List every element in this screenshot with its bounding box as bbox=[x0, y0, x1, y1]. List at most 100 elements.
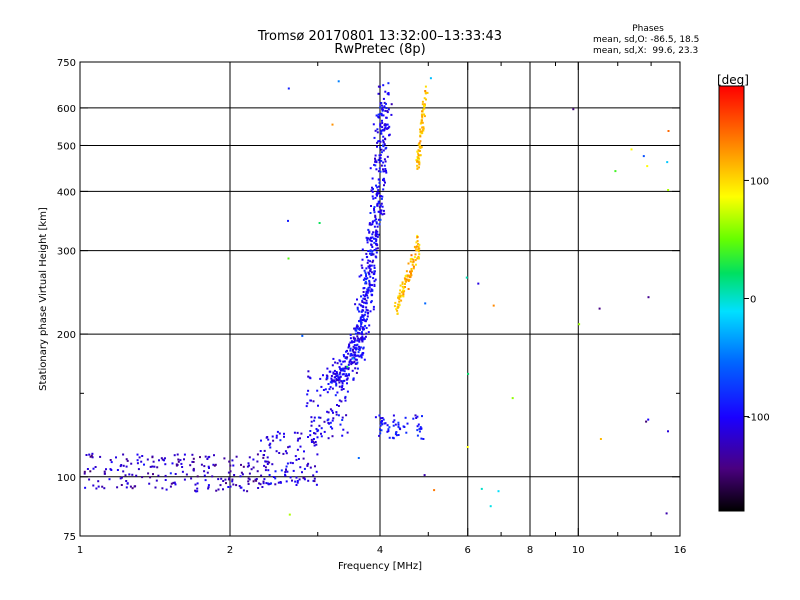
data-point bbox=[377, 233, 380, 236]
data-point bbox=[378, 154, 381, 157]
data-point bbox=[364, 335, 367, 338]
data-point bbox=[395, 434, 398, 437]
data-point bbox=[131, 473, 134, 476]
data-point bbox=[384, 138, 387, 141]
data-point bbox=[141, 455, 144, 457]
data-point bbox=[380, 202, 383, 205]
data-point bbox=[385, 123, 388, 126]
data-point bbox=[345, 350, 347, 353]
data-point bbox=[366, 318, 368, 321]
data-point bbox=[418, 166, 420, 169]
data-point bbox=[347, 352, 350, 355]
data-point bbox=[240, 486, 243, 489]
data-point bbox=[312, 400, 315, 403]
data-point bbox=[196, 487, 199, 490]
data-point bbox=[350, 340, 353, 343]
data-point bbox=[372, 197, 375, 200]
data-point bbox=[343, 370, 346, 373]
data-point bbox=[319, 377, 322, 380]
data-point bbox=[314, 441, 317, 443]
data-point bbox=[296, 439, 299, 442]
data-point bbox=[392, 414, 395, 417]
data-point bbox=[247, 477, 250, 480]
data-point bbox=[397, 305, 400, 308]
data-point bbox=[356, 361, 359, 364]
data-point bbox=[412, 417, 415, 420]
data-point bbox=[88, 453, 91, 456]
data-point bbox=[373, 209, 376, 212]
data-point bbox=[489, 505, 492, 508]
data-point bbox=[409, 260, 412, 263]
x-tick-label: 1 bbox=[77, 545, 83, 556]
data-point bbox=[380, 104, 383, 107]
data-point bbox=[336, 374, 339, 377]
data-point bbox=[252, 466, 255, 469]
data-point bbox=[419, 128, 421, 131]
data-point bbox=[364, 298, 366, 301]
data-point bbox=[309, 430, 312, 432]
data-point bbox=[421, 119, 423, 122]
data-point bbox=[369, 290, 372, 293]
data-point bbox=[331, 364, 334, 367]
data-point bbox=[362, 291, 365, 293]
data-point bbox=[229, 485, 232, 488]
data-point bbox=[174, 483, 177, 486]
data-point bbox=[267, 482, 270, 485]
data-point bbox=[372, 259, 375, 262]
data-point bbox=[254, 478, 257, 481]
data-point bbox=[420, 130, 422, 133]
data-point bbox=[119, 477, 122, 480]
data-point bbox=[125, 458, 128, 461]
data-point bbox=[398, 304, 401, 307]
data-point bbox=[346, 365, 349, 368]
data-point bbox=[306, 464, 309, 467]
data-point bbox=[393, 305, 396, 308]
data-point bbox=[415, 417, 418, 419]
data-point bbox=[177, 458, 180, 461]
data-point bbox=[293, 431, 296, 434]
data-point bbox=[418, 150, 421, 152]
data-point bbox=[374, 159, 377, 162]
data-point bbox=[259, 483, 262, 486]
data-point bbox=[373, 241, 376, 244]
data-point bbox=[116, 486, 119, 489]
data-point bbox=[314, 465, 316, 468]
data-point bbox=[372, 277, 375, 280]
data-point bbox=[94, 466, 97, 468]
data-point bbox=[361, 305, 364, 308]
data-point bbox=[256, 460, 259, 463]
data-point bbox=[401, 285, 404, 288]
data-point bbox=[327, 411, 330, 414]
data-point bbox=[274, 483, 277, 486]
data-point bbox=[338, 385, 341, 388]
data-point bbox=[343, 355, 345, 358]
data-point bbox=[129, 485, 132, 488]
data-point bbox=[386, 110, 389, 113]
data-point bbox=[378, 201, 381, 204]
data-point bbox=[349, 337, 352, 340]
data-point bbox=[412, 258, 415, 261]
data-point bbox=[422, 108, 425, 111]
data-point bbox=[271, 463, 274, 466]
data-point bbox=[192, 457, 195, 460]
data-point bbox=[302, 476, 305, 479]
data-point bbox=[179, 459, 182, 462]
data-point bbox=[407, 288, 410, 290]
data-point bbox=[275, 436, 278, 439]
data-point bbox=[424, 92, 427, 95]
data-point bbox=[353, 337, 355, 340]
data-point bbox=[405, 278, 408, 281]
data-point bbox=[374, 196, 377, 199]
data-point bbox=[343, 367, 346, 370]
data-point bbox=[420, 437, 423, 440]
data-point bbox=[354, 303, 357, 306]
data-point bbox=[356, 331, 359, 334]
data-point bbox=[164, 474, 167, 477]
data-point bbox=[266, 463, 269, 465]
data-point bbox=[242, 465, 245, 468]
data-point bbox=[646, 165, 649, 168]
data-point bbox=[335, 411, 338, 414]
data-point bbox=[418, 243, 421, 246]
data-point bbox=[345, 357, 348, 360]
data-point bbox=[363, 313, 366, 316]
